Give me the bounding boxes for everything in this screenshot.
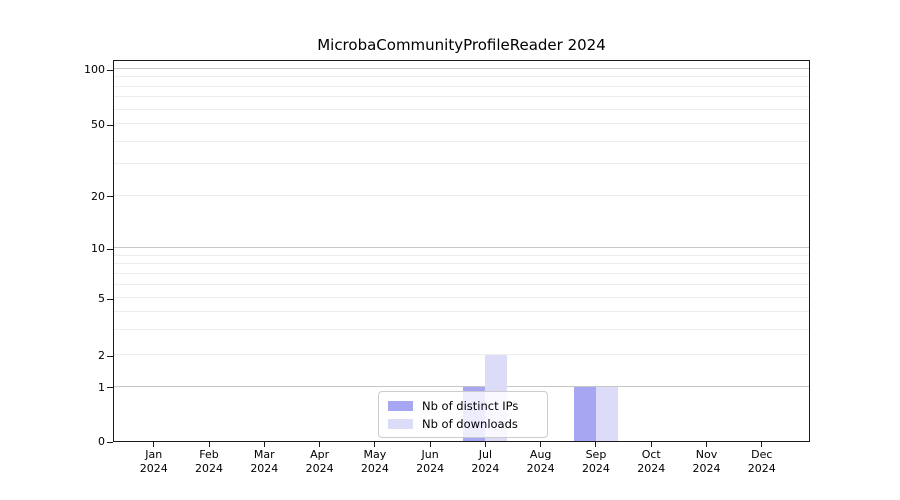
y-tick-mark-1 [107,387,113,389]
x-tick-label-dec: Dec 2024 [747,448,776,475]
y-gridline-minor [114,108,809,110]
legend-swatch-downloads [388,418,413,429]
y-gridline-minor [114,328,809,330]
legend-label-downloads: Nb of downloads [422,416,518,431]
y-gridline-minor [114,310,809,312]
x-tick-label-jul: Jul 2024 [471,448,500,475]
x-tick-label-apr: Apr 2024 [305,448,334,475]
x-tick-mark-jul [484,442,486,447]
x-tick-mark-may [374,442,376,447]
y-gridline-minor [114,272,809,274]
y-gridline-minor [114,85,809,87]
y-gridline-minor [114,283,809,285]
x-tick-label-feb: Feb 2024 [195,448,224,475]
y-tick-mark-10 [107,248,113,250]
y-tick-label-0: 0 [98,435,105,448]
y-gridline-20 [114,195,809,196]
x-tick-mark-oct [650,442,652,447]
x-tick-label-oct: Oct 2024 [637,448,666,475]
y-tick-mark-5 [107,298,113,300]
x-tick-label-may: May 2024 [360,448,389,475]
y-tick-label-20: 20 [91,189,105,203]
y-tick-mark-50 [107,124,113,126]
y-gridline-minor [114,96,809,98]
x-tick-label-jun: Jun 2024 [416,448,445,475]
y-tick-mark-20 [107,196,113,198]
legend-label-distinct-ips: Nb of distinct IPs [422,398,519,413]
y-tick-label-100: 100 [84,63,105,76]
x-tick-mark-dec [761,442,763,447]
y-tick-mark-2 [107,355,113,357]
legend-swatch-distinct-ips [388,400,413,411]
y-gridline-minor [114,163,809,165]
y-gridline-minor [114,263,809,265]
legend-item-distinct-ips: Nb of distinct IPs [388,399,547,413]
x-tick-mark-apr [319,442,321,447]
x-tick-mark-nov [705,442,707,447]
x-tick-mark-jun [429,442,431,447]
legend-item-downloads: Nb of downloads [388,417,547,431]
chart-title: MicrobaCommunityProfileReader 2024 [317,36,606,54]
y-tick-mark-100 [107,69,113,71]
y-tick-label-50: 50 [91,118,105,132]
y-gridline-minor [114,254,809,256]
x-tick-mark-feb [208,442,210,447]
y-tick-mark-0 [107,441,113,443]
y-gridline-2 [114,354,809,356]
y-tick-label-2: 2 [98,349,105,362]
y-tick-label-10: 10 [91,242,105,255]
x-tick-mark-sep [595,442,597,447]
x-tick-mark-jan [153,442,155,447]
y-gridline-10 [114,247,809,249]
y-gridline-1 [114,386,809,387]
plot-area [113,60,810,442]
x-tick-mark-mar [263,442,265,447]
x-tick-label-mar: Mar 2024 [250,448,279,475]
x-tick-label-jan: Jan 2024 [139,448,168,475]
y-gridline-minor [114,76,809,78]
legend: Nb of distinct IPs Nb of downloads [378,391,548,438]
y-tick-label-1: 1 [98,380,105,394]
y-gridline-minor [114,140,809,142]
y-gridline-5 [114,297,809,299]
x-tick-label-nov: Nov 2024 [692,448,721,475]
x-tick-label-sep: Sep 2024 [581,448,610,475]
bar-downloads-sep [595,387,618,441]
y-gridline-100 [114,68,809,70]
x-tick-label-aug: Aug 2024 [526,448,555,475]
x-tick-mark-aug [540,442,542,447]
bar-distinct-ips-sep [573,387,596,441]
y-gridline-50 [114,123,809,125]
y-tick-label-5: 5 [98,292,105,306]
